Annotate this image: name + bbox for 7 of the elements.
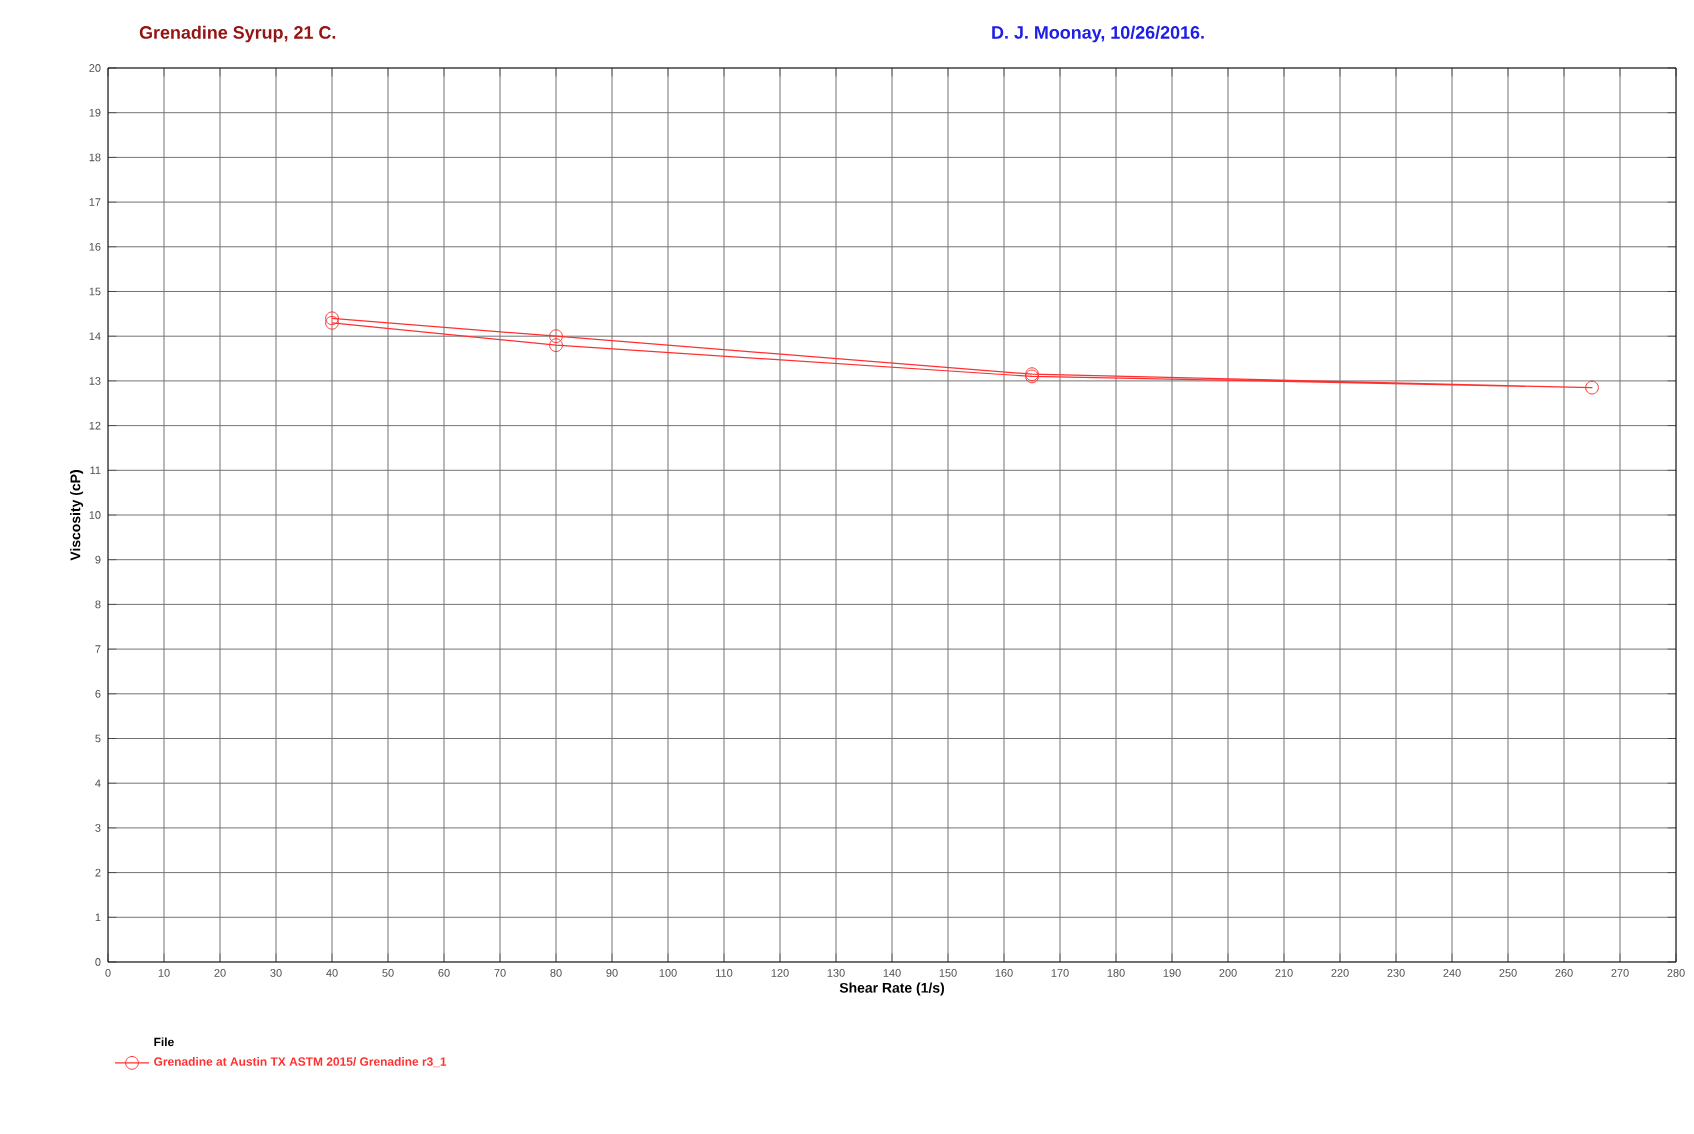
point (325, 311, 339, 326)
point (549, 329, 563, 344)
point (325, 315, 339, 330)
chart-subtitle: D. J. Moonay, 10/26/2016. (992, 25, 1204, 43)
chart-title: Grenadine Syrup, 21 C. (139, 25, 336, 43)
point (1585, 380, 1599, 395)
point (549, 338, 563, 353)
